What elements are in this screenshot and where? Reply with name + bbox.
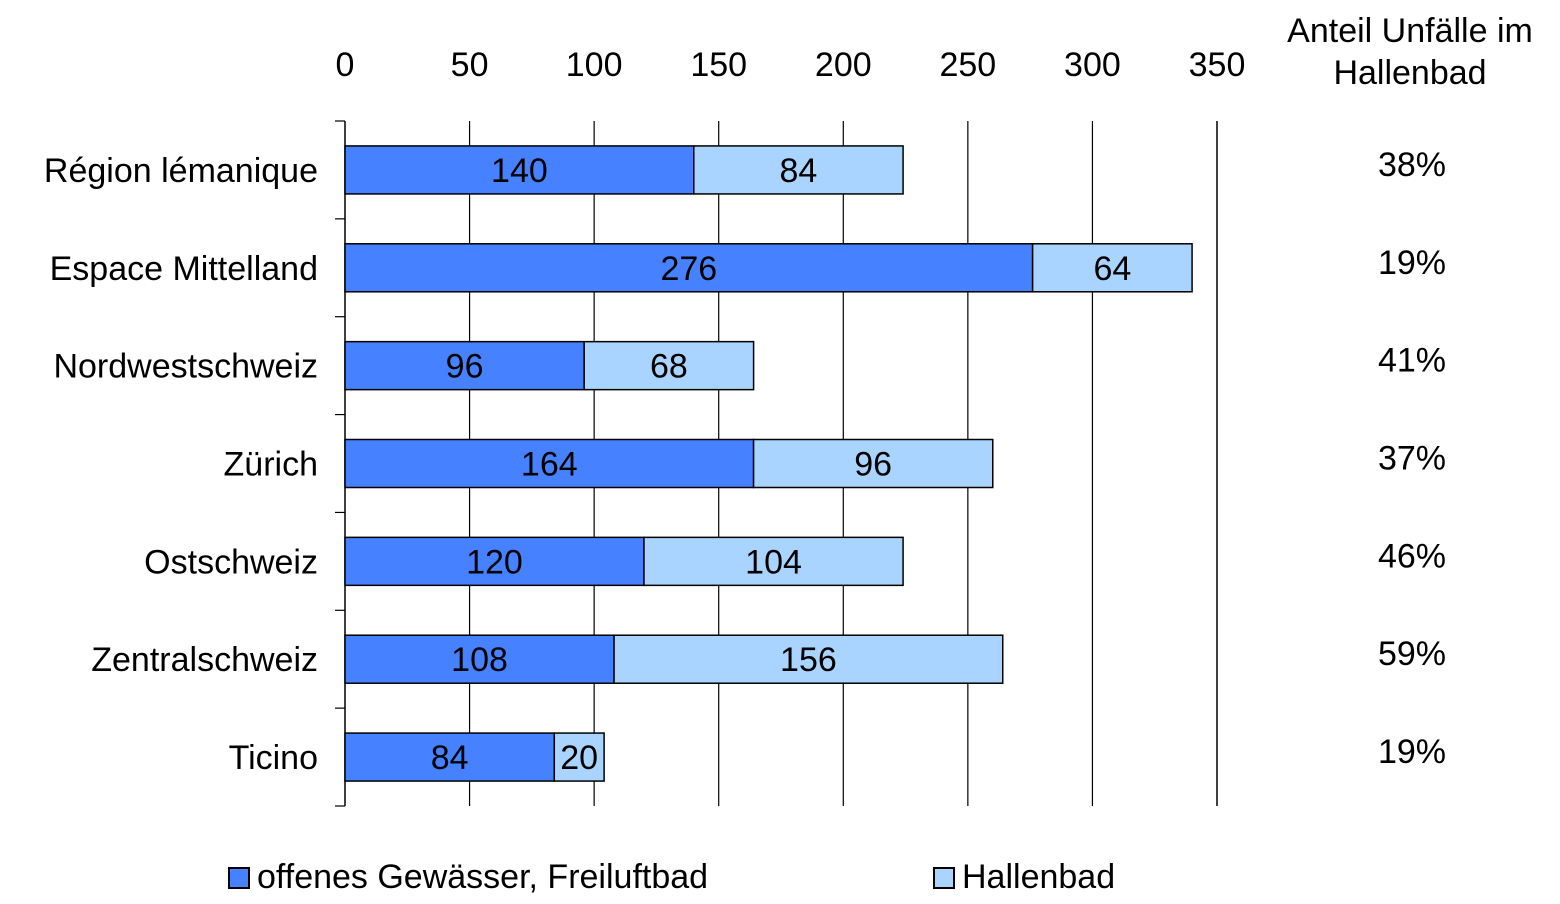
category-label: Région lémanique [44, 152, 318, 190]
bar-segment-series-1 [344, 145, 695, 195]
x-tick-label: 150 [690, 46, 747, 84]
bar-segment-series-2 [643, 536, 904, 587]
bar-segment-series-1 [344, 536, 645, 587]
share-value: 19% [1378, 733, 1446, 771]
bar-segment-series-2 [693, 145, 904, 195]
bar-value-label: 84 [431, 739, 469, 777]
legend-swatch-series-1 [228, 866, 250, 889]
bar-value-label: 104 [745, 543, 802, 581]
bar-value-label: 64 [1093, 250, 1131, 288]
share-value: 46% [1378, 537, 1446, 575]
bar-value-label: 68 [650, 348, 688, 386]
share-value: 38% [1378, 146, 1446, 184]
x-tick-label: 300 [1064, 46, 1121, 84]
bar-value-label: 276 [660, 250, 717, 288]
bar-value-label: 96 [446, 348, 484, 386]
bar-segment-series-1 [344, 340, 585, 391]
category-label: Nordwestschweiz [53, 348, 318, 386]
share-value: 37% [1378, 440, 1446, 478]
bar-segment-series-2 [553, 732, 605, 782]
bar-value-label: 20 [560, 739, 598, 777]
x-tick-label: 350 [1189, 46, 1246, 84]
legend-item-series-2: Hallenbad [933, 858, 1115, 897]
legend-label-series-1: offenes Gewässer, Freiluftbad [257, 858, 709, 896]
bar-segment-series-2 [613, 634, 1004, 684]
x-tick-label: 200 [815, 46, 872, 84]
bar-segment-series-2 [1031, 243, 1193, 293]
bar-segment-series-1 [344, 634, 615, 684]
share-value: 59% [1378, 635, 1446, 673]
x-tick-label: 50 [451, 46, 489, 84]
bar-segment-series-2 [752, 438, 994, 489]
bar-segment-series-1 [344, 438, 755, 489]
x-tick-label: 0 [336, 46, 355, 84]
share-value: 19% [1378, 244, 1446, 282]
bar-value-label: 120 [466, 543, 523, 581]
bar-segment-series-1 [344, 243, 1034, 293]
bar-value-label: 108 [451, 641, 508, 679]
x-tick-label: 250 [939, 46, 996, 84]
legend-swatch-series-2 [933, 866, 955, 889]
x-tick-label: 100 [566, 46, 623, 84]
category-label: Zürich [224, 446, 318, 484]
category-label: Espace Mittelland [50, 250, 318, 288]
bar-segment-series-2 [583, 340, 755, 391]
bar-value-label: 96 [854, 446, 892, 484]
share-value: 41% [1378, 342, 1446, 380]
bar-value-label: 84 [780, 152, 818, 190]
category-label: Ticino [229, 739, 318, 777]
bar-value-label: 164 [521, 446, 578, 484]
category-label: Zentralschweiz [91, 641, 318, 679]
bar-value-label: 140 [491, 152, 548, 190]
bar-value-label: 156 [780, 641, 837, 679]
category-label: Ostschweiz [144, 543, 318, 581]
legend-label-series-2: Hallenbad [962, 858, 1116, 896]
legend: offenes Gewässer, Freiluftbad Hallenbad [228, 858, 1228, 904]
share-column-header: Anteil Unfälle im Hallenbad [1287, 12, 1533, 92]
bar-segment-series-1 [344, 732, 556, 782]
legend-item-series-1: offenes Gewässer, Freiluftbad [228, 858, 708, 897]
